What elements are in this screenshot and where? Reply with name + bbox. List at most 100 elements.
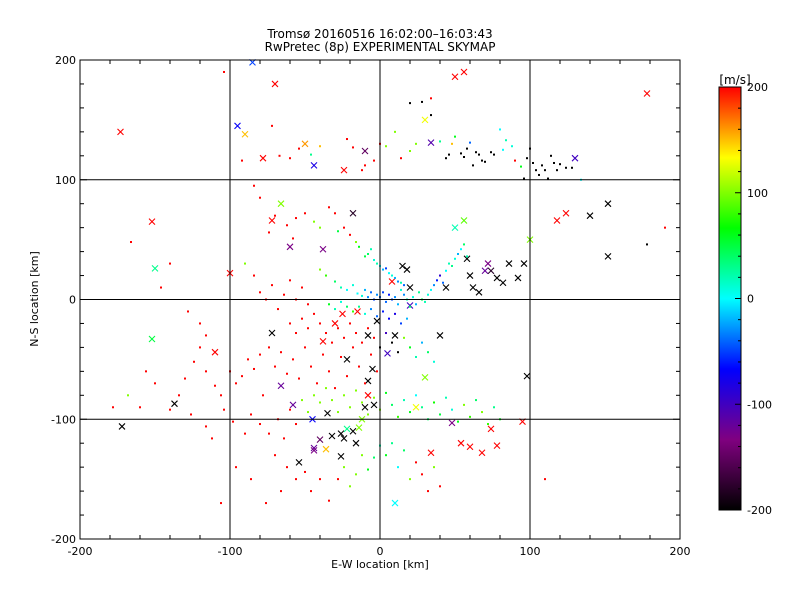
scatter-dot xyxy=(646,243,648,246)
scatter-dot xyxy=(463,403,465,406)
scatter-x-marker xyxy=(331,320,339,327)
scatter-dot xyxy=(304,212,306,215)
scatter-dot xyxy=(448,262,450,265)
scatter-x-marker xyxy=(373,317,381,325)
scatter-dot xyxy=(565,166,567,169)
scatter-dot xyxy=(310,153,312,156)
axes: -200 -100 0 100 200 -200 -100 0 100 200 xyxy=(51,54,690,558)
scatter-dot xyxy=(484,160,486,163)
y-tick-label: -200 xyxy=(51,533,76,546)
scatter-dot xyxy=(454,135,456,138)
scatter-dot xyxy=(349,233,351,236)
y-tick-label: 200 xyxy=(55,54,76,67)
scatter-dot xyxy=(319,268,321,271)
scatter-dot xyxy=(361,341,363,344)
scatter-x-marker xyxy=(484,260,492,267)
scatter-dot xyxy=(409,411,411,414)
scatter-x-marker xyxy=(289,401,297,409)
scatter-dot xyxy=(391,442,393,445)
x-axis-label: E-W location [km] xyxy=(331,558,429,571)
scatter-dot xyxy=(469,415,471,418)
scatter-dot xyxy=(445,157,447,160)
scatter-dot xyxy=(265,502,267,505)
scatter-dot xyxy=(382,268,384,271)
scatter-dot xyxy=(139,406,141,409)
scatter-dot xyxy=(355,241,357,244)
scatter-dot xyxy=(394,130,396,133)
scatter-x-marker xyxy=(421,116,429,124)
scatter-x-marker xyxy=(148,335,156,343)
scatter-dot xyxy=(535,169,537,172)
scatter-dot xyxy=(346,375,348,378)
scatter-dot xyxy=(541,164,543,167)
scatter-dot xyxy=(394,276,396,279)
scatter-dot xyxy=(451,264,453,267)
scatter-dot xyxy=(112,406,114,409)
scatter-dot xyxy=(550,154,552,157)
scatter-x-marker xyxy=(499,279,507,287)
scatter-dot xyxy=(358,365,360,368)
scatter-dot xyxy=(355,332,357,335)
scatter-dot xyxy=(280,490,282,493)
colorbar-tick-label: 0 xyxy=(747,293,754,306)
scatter-dot xyxy=(286,224,288,227)
scatter-dot xyxy=(328,303,330,306)
scatter-dot xyxy=(322,353,324,356)
scatter-dot xyxy=(520,165,522,168)
scatter-dot xyxy=(295,423,297,426)
scatter-x-marker xyxy=(505,260,513,267)
scatter-dot xyxy=(487,423,489,426)
chart-subtitle: RwPretec (8p) EXPERIMENTAL SKYMAP xyxy=(265,40,496,54)
scatter-x-marker xyxy=(384,349,391,357)
scatter-dot xyxy=(343,466,345,469)
scatter-x-marker xyxy=(493,274,501,282)
colorbar-tick-label: -200 xyxy=(747,504,772,517)
scatter-dot xyxy=(394,312,396,315)
scatter-dot xyxy=(253,184,255,187)
scatter-dot xyxy=(370,248,372,251)
scatter-dot xyxy=(235,466,237,469)
scatter-x-marker xyxy=(460,217,468,224)
scatter-x-marker xyxy=(421,373,429,381)
scatter-dot xyxy=(340,286,342,289)
scatter-dot xyxy=(469,141,471,144)
scatter-dot xyxy=(334,308,336,311)
scatter-dot xyxy=(403,293,405,296)
scatter-x-marker xyxy=(487,425,495,433)
scatter-dot xyxy=(220,394,222,397)
scatter-x-marker xyxy=(349,209,357,217)
scatter-x-marker xyxy=(460,68,468,76)
scatter-dot xyxy=(475,151,477,154)
scatter-dot xyxy=(421,341,423,344)
scatter-x-marker xyxy=(355,424,363,432)
plot-area xyxy=(112,59,666,507)
scatter-dot xyxy=(295,332,297,335)
scatter-dot xyxy=(319,478,321,481)
scatter-dot xyxy=(331,341,333,344)
scatter-dot xyxy=(346,138,348,141)
scatter-x-marker xyxy=(339,310,346,318)
scatter-x-marker xyxy=(436,332,444,339)
scatter-dot xyxy=(511,145,513,148)
scatter-dot xyxy=(325,274,327,277)
scatter-dot xyxy=(385,300,387,303)
scatter-x-marker xyxy=(340,435,348,442)
scatter-dot xyxy=(457,420,459,423)
scatter-x-marker xyxy=(352,439,360,447)
scatter-dot xyxy=(373,456,375,459)
scatter-dot xyxy=(490,151,492,154)
scatter-dot xyxy=(472,164,474,167)
scatter-dot xyxy=(259,353,261,356)
scatter-dot xyxy=(385,391,387,394)
y-tick-label: 0 xyxy=(69,294,76,307)
scatter-dot xyxy=(370,308,372,311)
scatter-dot xyxy=(388,317,390,320)
scatter-dot xyxy=(289,279,291,282)
scatter-dot xyxy=(337,230,339,233)
scatter-dot xyxy=(235,382,237,385)
scatter-dot xyxy=(421,406,423,409)
scatter-x-marker xyxy=(316,436,324,443)
scatter-x-marker xyxy=(328,432,336,440)
scatter-x-marker xyxy=(391,499,399,507)
scatter-dot xyxy=(370,353,372,356)
